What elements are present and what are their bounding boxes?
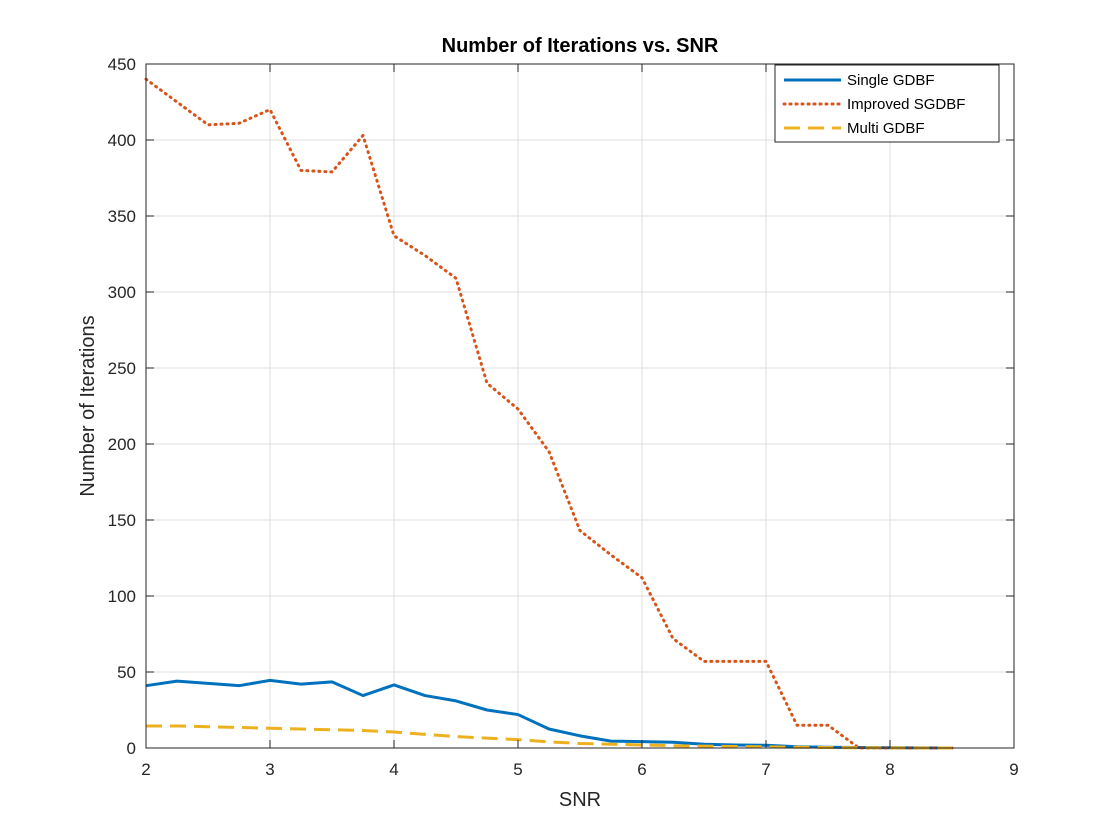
- x-tick-label: 5: [513, 760, 522, 779]
- y-tick-label: 300: [108, 283, 136, 302]
- ticks: 2 3 4 5 6 7 8 9 0 50 100 150 200 250 300 350 400 450: [108, 55, 1019, 779]
- y-tick-label: 50: [117, 663, 136, 682]
- plot-area: [146, 64, 1014, 748]
- y-tick-label: 200: [108, 435, 136, 454]
- series-line-multi-gdbf: [146, 724, 953, 750]
- x-tick-label: 9: [1009, 760, 1018, 779]
- x-tick-label: 3: [265, 760, 274, 779]
- x-tick-label: 6: [637, 760, 646, 779]
- legend: Single GDBF Improved SGDBF Multi GDBF: [774, 64, 1000, 143]
- x-tick-label: 2: [141, 760, 150, 779]
- y-tick-label: 350: [108, 207, 136, 226]
- chart-title: Number of Iterations vs. SNR: [442, 35, 719, 57]
- series-layer: [144, 77, 954, 750]
- x-axis-label: SNR: [559, 789, 601, 811]
- y-tick-label: 400: [108, 131, 136, 150]
- x-tick-label: 7: [761, 760, 770, 779]
- y-tick-label: 250: [108, 359, 136, 378]
- y-tick-label: 100: [108, 587, 136, 606]
- x-tick-label: 4: [389, 760, 398, 779]
- series-line-improved-sgdbf: [144, 77, 954, 750]
- legend-label-single-gdbf: Single GDBF: [847, 72, 935, 89]
- y-tick-label: 0: [127, 739, 136, 758]
- legend-label-improved-sgdbf: Improved SGDBF: [847, 96, 965, 113]
- y-tick-label: 150: [108, 511, 136, 530]
- legend-label-multi-gdbf: Multi GDBF: [847, 120, 925, 137]
- y-axis-label: Number of Iterations: [77, 315, 99, 496]
- plot-frame: [145, 63, 1015, 749]
- y-tick-label: 450: [108, 55, 136, 74]
- x-tick-label: 8: [885, 760, 894, 779]
